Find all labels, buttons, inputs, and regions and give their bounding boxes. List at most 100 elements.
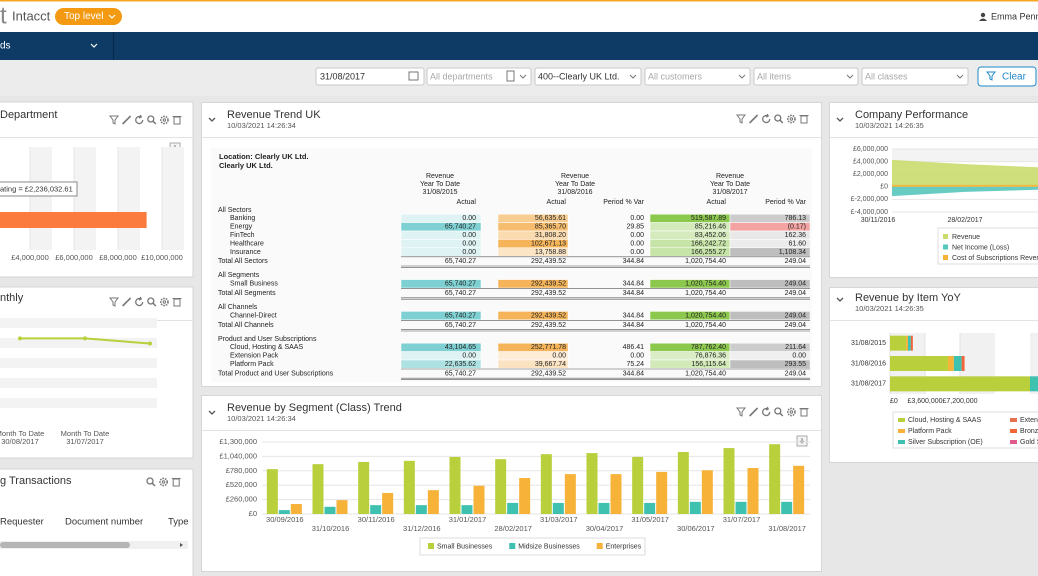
department-filter[interactable] (426, 67, 532, 86)
x-tick-label: £7,200,000 (942, 398, 977, 405)
total-label: Total All Sectors (218, 258, 268, 265)
nav-chevron (90, 43, 98, 48)
annotation: ating = £2,236,032.61 (0, 184, 73, 193)
cell: 61.60 (788, 240, 806, 247)
entity-filter[interactable] (534, 67, 642, 86)
column-group-heading: Revenue Year To Date 31/08/2016 (554, 173, 596, 196)
y-tick-label: 31/08/2015 (851, 340, 886, 347)
bar (473, 485, 485, 514)
cell: 252,771.78 (531, 344, 566, 351)
cell: 166,255.27 (691, 249, 726, 256)
search-icon (774, 114, 782, 122)
cell: 519,587.89 (691, 215, 726, 222)
chevron (629, 74, 637, 79)
user-name[interactable]: Emma Penny (991, 11, 1038, 21)
settings-icon (789, 117, 794, 121)
bar (735, 501, 747, 514)
legend-label: Revenue (952, 234, 980, 241)
total-cell: 249.04 (785, 290, 807, 297)
y-tick-label: £1,300,000 (219, 437, 257, 446)
legend-swatch (898, 440, 905, 444)
plot-band (0, 338, 157, 348)
search-icon (146, 477, 154, 485)
total-cell: 344.84 (623, 290, 645, 297)
plot-band (162, 147, 184, 250)
cell: 65,740.27 (445, 224, 476, 231)
x-tick-label: 31/05/2017 (631, 515, 669, 524)
filter-icon (736, 114, 746, 124)
scrollbar-thumb[interactable] (0, 542, 130, 548)
top-bar (0, 0, 1038, 32)
cell: 1,020,754.40 (685, 281, 726, 288)
y-tick-label: 31/08/2016 (851, 360, 886, 367)
settings-icon (162, 118, 167, 122)
level-label[interactable]: Top level (64, 11, 103, 22)
settings-icon (789, 410, 794, 414)
nav-divider (113, 32, 114, 60)
search-icon (152, 302, 157, 307)
clear-label[interactable]: Clear (1002, 72, 1027, 83)
y-tick-label: £2,000,000 (853, 171, 888, 178)
cell: 0.00 (462, 215, 476, 222)
chevron (519, 74, 527, 79)
bar (632, 456, 644, 514)
x-tick-label: 28/02/2017 (494, 524, 532, 533)
cell-shade (400, 279, 482, 289)
customer-filter[interactable] (644, 67, 751, 86)
point (18, 336, 22, 341)
refresh-icon (135, 114, 144, 125)
bar (358, 461, 370, 514)
date-filter[interactable] (315, 67, 425, 86)
bar (564, 474, 576, 514)
x-tick-label: £8,000,000 (99, 253, 137, 262)
legend-swatch (1010, 429, 1017, 433)
tree-icon (506, 70, 515, 82)
bar (586, 453, 598, 514)
cell: 486.41 (623, 344, 645, 351)
scroll-arrow[interactable] (180, 543, 183, 547)
bar-segment (890, 335, 907, 351)
cell: 85,365.70 (535, 224, 566, 231)
x-tick-label: 30/06/2017 (677, 524, 715, 533)
x-tick-label: £6,000,000 (55, 253, 93, 262)
plot-band (0, 378, 157, 388)
bar (370, 505, 382, 514)
bar (382, 492, 394, 514)
x-tick-label: £0 (890, 398, 898, 405)
area (892, 159, 1038, 187)
nav-item[interactable]: ds (0, 41, 11, 52)
x-tick-label: Month To Date 30/08/2017 (0, 430, 45, 446)
row-label: Healthcare (230, 240, 264, 247)
cell: 75.24 (626, 361, 644, 368)
bar (403, 460, 415, 514)
class-filter[interactable] (861, 67, 969, 86)
legend-swatch (596, 543, 603, 549)
bar-segment (907, 335, 911, 351)
x-tick-label: 28/02/2017 (947, 217, 982, 224)
search-icon (152, 120, 157, 125)
y-tick-label: £520,000 (226, 480, 257, 489)
level-pill[interactable] (55, 8, 122, 25)
collapse-chevron (836, 297, 844, 302)
cell-shade (497, 247, 569, 257)
total-cell: 1,020,754.40 (685, 322, 726, 329)
settings-icon (161, 480, 166, 484)
item-filter[interactable] (753, 67, 859, 86)
settings-icon (162, 300, 167, 304)
bar (449, 456, 461, 514)
column-header[interactable]: Requester (0, 517, 44, 528)
cell: 0.00 (462, 353, 476, 360)
bar (781, 501, 793, 514)
row-label: Banking (230, 215, 255, 222)
plot-band (892, 149, 1038, 162)
bar (677, 451, 689, 514)
column-heading: Actual (547, 199, 567, 206)
search-icon (151, 482, 156, 487)
cell-shade (400, 359, 482, 369)
column-header[interactable]: Document number (65, 517, 143, 528)
total-cell: 65,740.27 (445, 258, 476, 265)
column-header[interactable]: Type (168, 517, 189, 528)
settings-icon (159, 477, 168, 487)
settings-icon (787, 407, 796, 417)
